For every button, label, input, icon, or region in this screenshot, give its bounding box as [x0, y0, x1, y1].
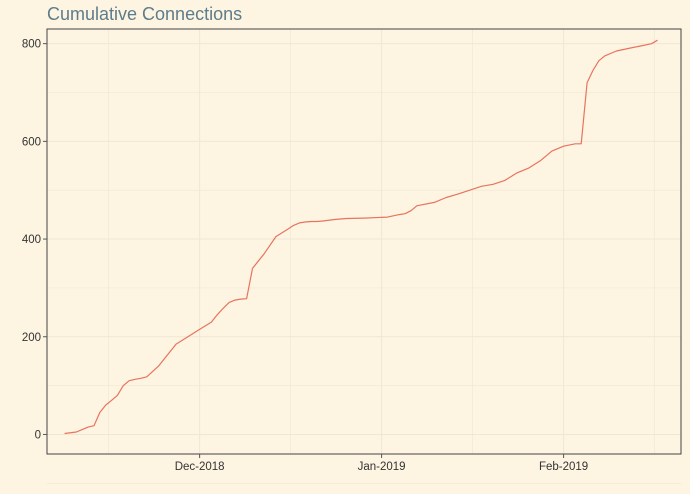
y-tick-label: 800 — [22, 39, 41, 51]
series-layer — [64, 39, 658, 435]
y-axis-ticks: 0 200 400 600 800 — [22, 39, 47, 441]
gridlines — [47, 29, 681, 484]
x-tick-label: Feb-2019 — [539, 461, 588, 473]
series-line — [64, 39, 658, 435]
x-tick-label: Dec-2018 — [175, 461, 225, 473]
y-tick-label: 0 — [35, 429, 41, 441]
plot-frame — [46, 28, 682, 455]
chart-title: Cumulative Connections — [47, 4, 242, 24]
x-tick-label: Jan-2019 — [358, 461, 406, 473]
y-tick-label: 200 — [22, 332, 41, 344]
y-tick-label: 600 — [22, 136, 41, 148]
x-axis-ticks: Dec-2018 Jan-2019 Feb-2019 — [175, 454, 588, 473]
y-tick-label: 400 — [22, 234, 41, 246]
